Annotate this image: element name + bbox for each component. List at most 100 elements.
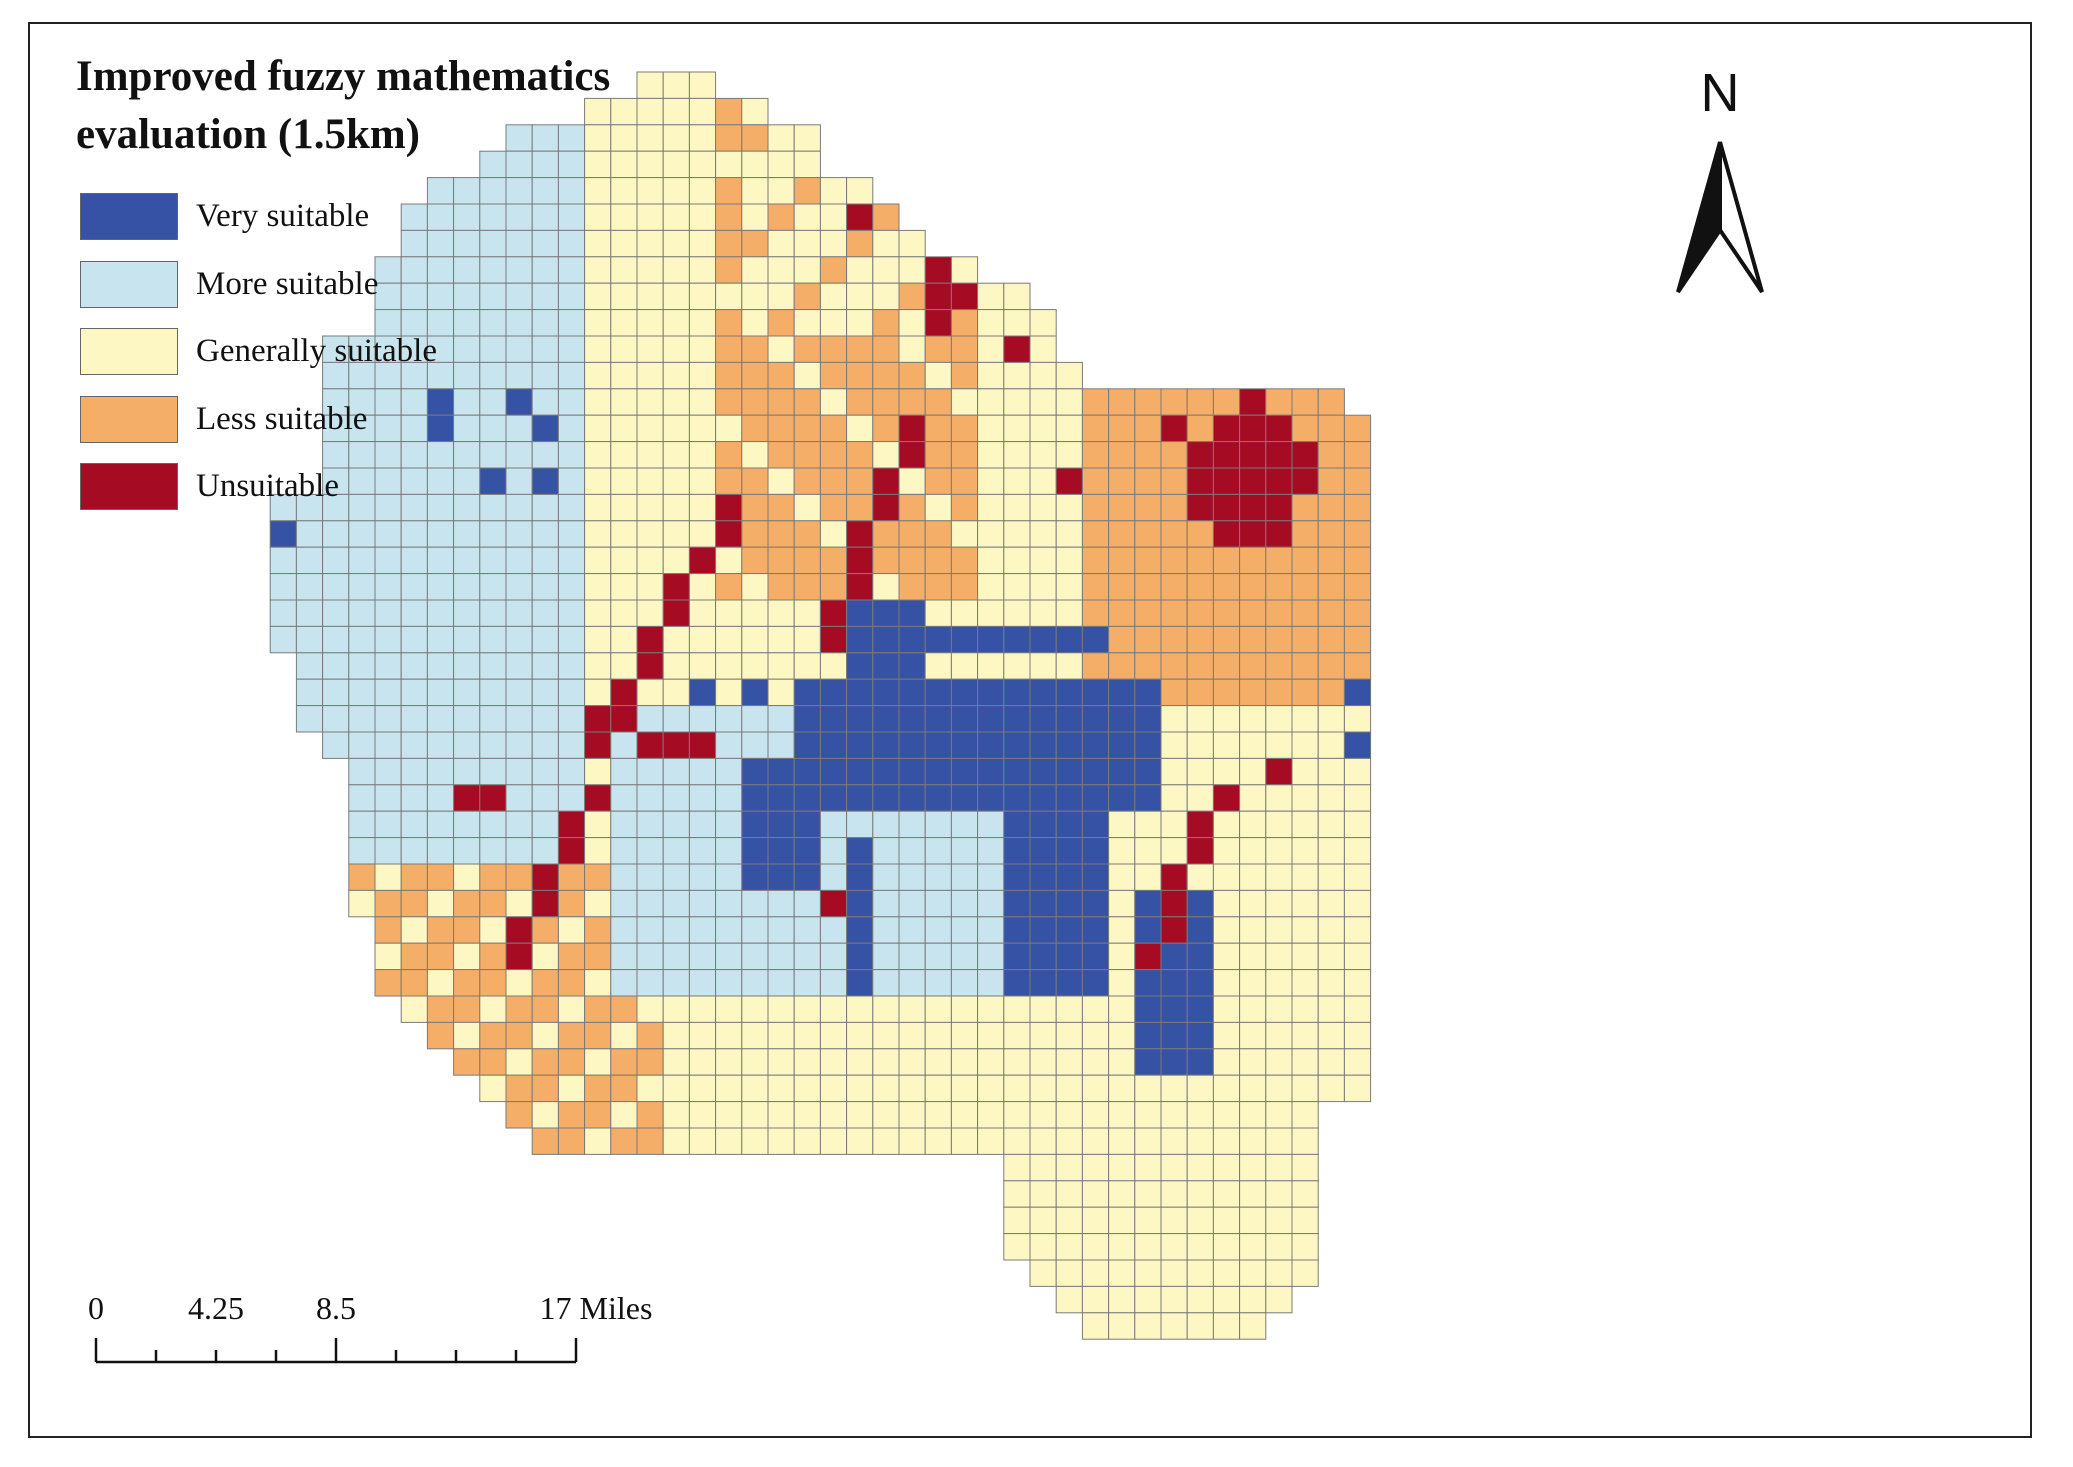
grid-cell — [1186, 414, 1214, 443]
grid-cell — [1108, 1312, 1136, 1340]
grid-cell — [1212, 731, 1241, 759]
grid-cell — [872, 361, 900, 390]
grid-cell — [872, 942, 900, 971]
legend-label-generally-suitable: Generally suitable — [196, 333, 437, 370]
grid-cell — [793, 995, 821, 1023]
grid-cell — [950, 863, 979, 891]
grid-cell — [1317, 969, 1345, 997]
grid-cell — [479, 757, 507, 786]
grid-cell — [767, 335, 795, 363]
grid-cell — [977, 520, 1005, 548]
grid-cell — [1134, 1021, 1162, 1050]
grid-cell — [662, 731, 690, 759]
grid-cell — [767, 203, 795, 231]
grid-cell — [610, 229, 638, 258]
grid-cell — [479, 414, 507, 443]
grid-cell — [269, 520, 297, 548]
grid-cell — [1055, 1206, 1083, 1235]
grid-cell — [1003, 335, 1031, 363]
grid-cell — [1291, 1021, 1319, 1050]
grid-cell — [1055, 441, 1083, 469]
grid-cell — [819, 441, 848, 469]
grid-cell — [741, 441, 769, 469]
grid-cell — [322, 573, 350, 601]
grid-cell — [741, 1127, 769, 1155]
grid-cell — [584, 1127, 612, 1155]
grid-cell — [1003, 810, 1031, 839]
grid-cell — [636, 599, 664, 627]
grid-cell — [1212, 916, 1241, 944]
grid-cell — [1029, 1048, 1057, 1076]
grid-cell — [1291, 705, 1319, 733]
grid-cell — [793, 229, 821, 258]
grid-cell — [662, 124, 690, 152]
grid-cell — [1212, 1127, 1241, 1155]
grid-cell — [1291, 441, 1319, 469]
grid-cell — [767, 282, 795, 311]
grid-cell — [531, 625, 559, 654]
grid-cell — [636, 1101, 664, 1129]
grid-cell — [453, 995, 481, 1023]
grid-cell — [767, 863, 795, 891]
grid-cell — [1239, 1127, 1267, 1155]
grid-cell — [610, 441, 638, 469]
grid-cell — [715, 520, 743, 548]
grid-cell — [1160, 995, 1188, 1023]
grid-cell — [793, 757, 821, 786]
grid-cell — [1265, 837, 1293, 865]
grid-cell — [924, 1127, 952, 1155]
grid-cell — [872, 546, 900, 575]
grid-cell — [898, 1127, 926, 1155]
grid-cell — [479, 573, 507, 601]
grid-cell — [584, 599, 612, 627]
grid-cell — [1239, 599, 1267, 627]
grid-cell — [1343, 1048, 1372, 1076]
grid-cell — [400, 705, 428, 733]
grid-cell — [1212, 889, 1241, 918]
scale-label-0: 0 — [88, 1290, 104, 1326]
grid-cell — [898, 995, 926, 1023]
grid-cell — [531, 388, 559, 416]
grid-cell — [977, 678, 1005, 707]
grid-cell — [977, 889, 1005, 918]
grid-cell — [1003, 1180, 1031, 1208]
grid-cell — [374, 414, 402, 443]
grid-cell — [819, 1127, 848, 1155]
grid-cell — [1055, 1259, 1083, 1287]
grid-cell — [374, 784, 402, 812]
grid-cell — [819, 863, 848, 891]
grid-cell — [846, 256, 874, 284]
grid-cell — [1186, 1180, 1214, 1208]
grid-cell — [557, 256, 586, 284]
grid-cell — [1081, 969, 1110, 997]
grid-cell — [1343, 969, 1372, 997]
grid-cell — [1134, 1285, 1162, 1314]
grid-cell — [557, 969, 586, 997]
grid-cell — [1160, 1312, 1188, 1340]
legend-swatch-less-suitable — [80, 395, 178, 443]
grid-cell — [1108, 784, 1136, 812]
grid-cell — [610, 573, 638, 601]
grid-cell — [374, 916, 402, 944]
grid-cell — [1081, 705, 1110, 733]
grid-cell — [1029, 757, 1057, 786]
grid-cell — [348, 335, 376, 363]
grid-cell — [715, 837, 743, 865]
grid-cell — [610, 784, 638, 812]
grid-cell — [767, 177, 795, 205]
grid-cell — [531, 810, 559, 839]
grid-cell — [400, 784, 428, 812]
grid-cell — [1265, 942, 1293, 971]
grid-cell — [557, 705, 586, 733]
grid-cell — [531, 573, 559, 601]
grid-cell — [1134, 467, 1162, 495]
grid-cell — [1081, 1127, 1110, 1155]
grid-cell — [898, 599, 926, 627]
legend-label-less-suitable: Less suitable — [196, 400, 368, 437]
grid-cell — [1108, 1206, 1136, 1235]
grid-cell — [1081, 1233, 1110, 1261]
grid-cell — [977, 1127, 1005, 1155]
grid-cell — [374, 731, 402, 759]
grid-cell — [872, 414, 900, 443]
grid-cell — [1212, 969, 1241, 997]
